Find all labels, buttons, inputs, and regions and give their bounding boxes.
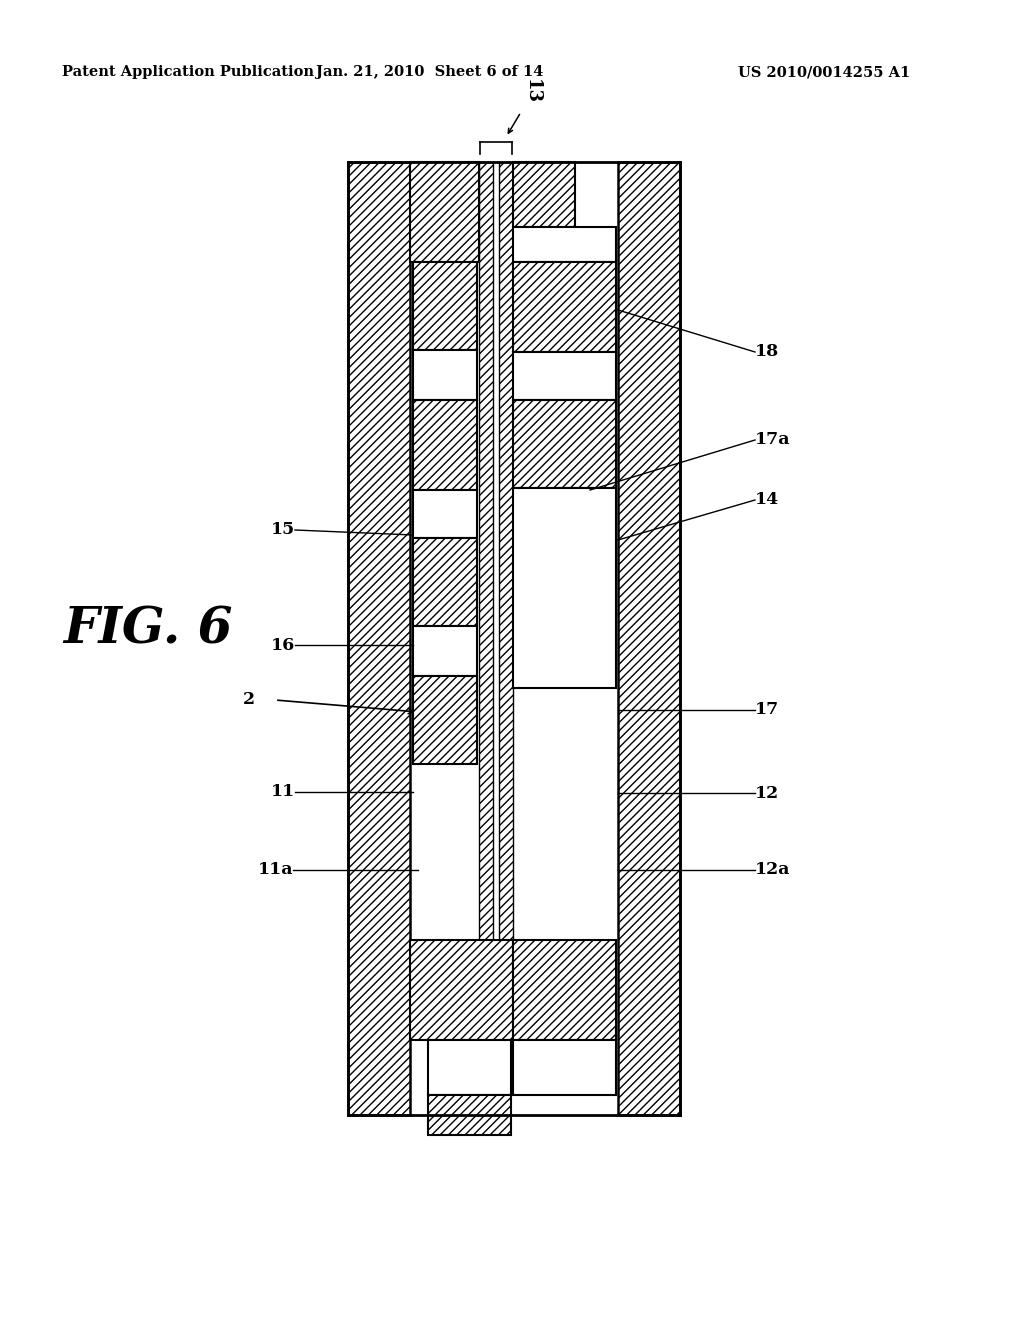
Bar (428, 1096, 511, 1135)
Text: 13: 13 (523, 79, 541, 104)
Text: 12: 12 (755, 784, 779, 801)
Text: FIG. 6: FIG. 6 (63, 606, 232, 655)
Text: 11a: 11a (257, 862, 293, 879)
Bar (348, 162, 410, 1115)
Bar (410, 162, 479, 261)
Bar (499, 162, 513, 1035)
Text: Jan. 21, 2010  Sheet 6 of 14: Jan. 21, 2010 Sheet 6 of 14 (316, 65, 544, 79)
Text: 16: 16 (270, 636, 295, 653)
Bar (413, 626, 477, 676)
Bar (513, 162, 575, 227)
Bar (413, 261, 477, 350)
Text: 18: 18 (755, 343, 779, 360)
Text: 17a: 17a (755, 432, 791, 449)
Bar (618, 162, 680, 1115)
Text: 12a: 12a (755, 862, 791, 879)
Text: 14: 14 (755, 491, 779, 508)
Bar (413, 676, 477, 764)
Bar (428, 1040, 511, 1096)
Bar (513, 940, 616, 1040)
Bar (513, 400, 616, 488)
Text: 2: 2 (243, 692, 255, 709)
Text: US 2010/0014255 A1: US 2010/0014255 A1 (738, 65, 910, 79)
Text: 17: 17 (755, 701, 779, 718)
Bar (513, 261, 616, 352)
Bar (479, 162, 493, 1035)
Bar (513, 1040, 616, 1096)
Bar (413, 539, 477, 626)
Text: Patent Application Publication: Patent Application Publication (62, 65, 314, 79)
Bar (513, 488, 616, 688)
Bar (413, 490, 477, 539)
Text: 15: 15 (270, 521, 295, 539)
Bar (410, 940, 513, 1040)
Bar (413, 350, 477, 400)
Bar (413, 400, 477, 490)
Bar (513, 352, 616, 400)
Bar (513, 227, 616, 261)
Text: 11: 11 (270, 784, 295, 800)
